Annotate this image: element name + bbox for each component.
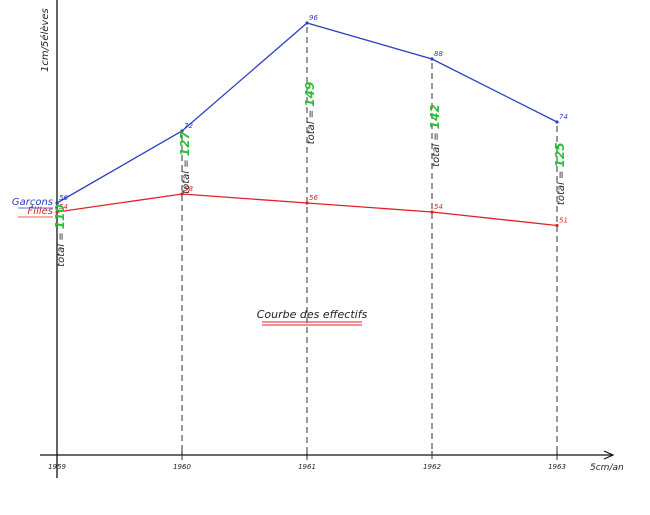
y-axis-unit: 1cm/5élèves — [39, 8, 51, 72]
chart-title-group: Courbe des effectifs — [257, 308, 368, 326]
total-annotation: total = 110 — [53, 204, 67, 267]
total-prefix: total = — [56, 229, 67, 267]
data-label: 54 — [59, 203, 68, 211]
total-text: total = 125 — [553, 142, 567, 205]
data-point — [180, 129, 184, 133]
x-axis-arrow — [603, 450, 615, 460]
data-label: 74 — [559, 113, 568, 121]
data-label: 51 — [559, 217, 568, 225]
data-point — [555, 223, 559, 228]
total-prefix: total = — [181, 156, 192, 194]
data-point — [180, 192, 184, 196]
data-point — [430, 210, 434, 214]
data-label: 58 — [184, 185, 193, 193]
total-annotation: total = 127 — [178, 131, 192, 194]
total-prefix: total = — [431, 129, 442, 167]
data-point — [430, 57, 434, 61]
data-point — [555, 120, 559, 124]
series-lines — [55, 21, 559, 228]
vertical-guides — [181, 27, 558, 460]
total-value: 142 — [428, 104, 442, 129]
total-value: 127 — [178, 131, 192, 157]
data-label: 72 — [184, 122, 193, 130]
total-value: 110 — [53, 204, 67, 229]
total-annotation: total = 149 — [303, 82, 317, 145]
chart-title: Courbe des effectifs — [257, 308, 368, 321]
total-text: total = 149 — [303, 82, 317, 145]
x-tick-label: 1962 — [423, 463, 441, 471]
x-tick-label: 1961 — [298, 463, 316, 471]
data-label: 56 — [59, 194, 68, 202]
data-label: 56 — [309, 194, 318, 202]
total-annotation: total = 125 — [553, 142, 567, 205]
data-point — [55, 201, 59, 205]
x-tick-label: 1963 — [548, 463, 566, 471]
data-point — [305, 201, 309, 205]
axes — [40, 0, 615, 478]
data-label: 54 — [434, 203, 443, 211]
series-label: Garçons — [12, 197, 53, 208]
total-text: total = 127 — [178, 131, 192, 194]
total-text: total = 110 — [53, 204, 67, 267]
total-value: 125 — [553, 142, 567, 167]
data-point — [305, 21, 309, 25]
total-prefix: total = — [306, 107, 317, 145]
x-axis-unit: 5cm/an — [590, 463, 624, 473]
total-value: 149 — [303, 82, 317, 107]
x-tick-label: 1959 — [48, 463, 66, 471]
data-label: 88 — [434, 50, 443, 58]
total-text: total = 142 — [428, 104, 442, 167]
total-prefix: total = — [556, 167, 567, 205]
x-tick-label: 1960 — [173, 463, 191, 471]
data-label: 96 — [309, 14, 318, 22]
data-point — [55, 210, 59, 214]
series-label: Filles — [28, 206, 53, 217]
total-annotation: total = 142 — [428, 104, 442, 167]
